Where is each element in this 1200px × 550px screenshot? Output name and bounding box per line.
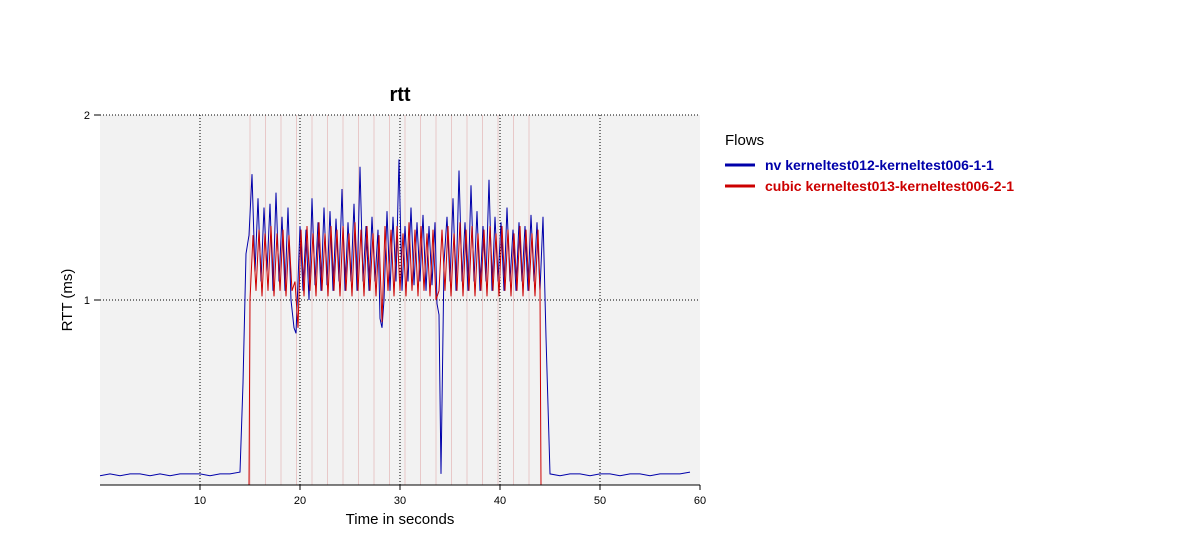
y-tick-label: 1 xyxy=(84,295,90,307)
axes xyxy=(94,114,701,490)
y-tick-label: 2 xyxy=(84,110,90,122)
x-tick-label: 40 xyxy=(494,495,506,507)
x-tick-label: 30 xyxy=(394,495,406,507)
chart-title: rtt xyxy=(389,84,410,106)
x-tick-label: 10 xyxy=(194,495,206,507)
series-line-1 xyxy=(99,159,691,477)
legend-entry-1: nv kerneltest012-kerneltest006-1-1 xyxy=(765,157,994,173)
x-tick-label: 60 xyxy=(694,495,706,507)
series-line-2 xyxy=(100,222,700,486)
y-tick-labels: 12 xyxy=(84,110,90,307)
y-axis-label: RTT (ms) xyxy=(59,269,76,332)
x-tick-label: 50 xyxy=(594,495,606,507)
x-tick-label: 20 xyxy=(294,495,306,507)
x-tick-labels: 10 20 30 40 50 60 xyxy=(194,495,706,507)
legend-entry-2: cubic kerneltest013-kerneltest006-2-1 xyxy=(765,178,1014,194)
legend-title: Flows xyxy=(725,132,764,149)
x-axis-label: Time in seconds xyxy=(346,511,455,528)
series-lines xyxy=(99,159,700,486)
grid-lines xyxy=(100,114,700,485)
legend: Flows nv kerneltest012-kerneltest006-1-1… xyxy=(725,132,1014,194)
